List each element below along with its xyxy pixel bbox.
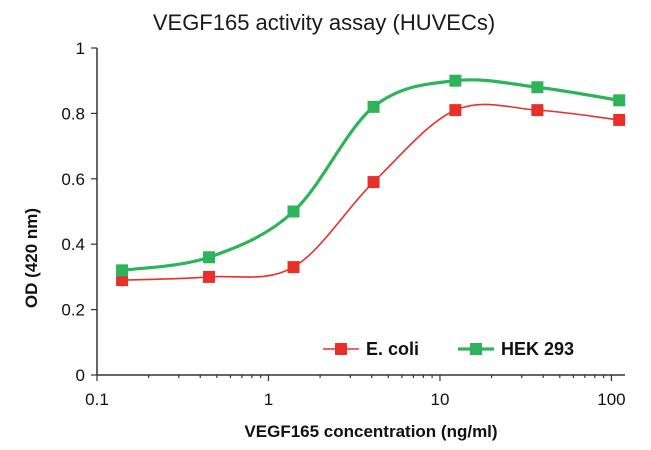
series-e-coli <box>116 103 626 287</box>
y-tick-label: 0.2 <box>61 301 85 320</box>
axes <box>96 48 625 376</box>
y-tick-label: 0 <box>76 366 85 385</box>
legend: E. coli HEK 293 <box>323 339 574 359</box>
data-point-hek-293 <box>203 251 216 264</box>
data-point-e-coli <box>203 270 216 283</box>
x-tick-label: 10 <box>430 390 449 409</box>
y-ticks: 0 0.2 0.4 0.6 0.8 1 <box>61 39 97 385</box>
legend-marker-hek-293 <box>470 343 482 355</box>
data-point-hek-293 <box>116 264 129 277</box>
y-tick-label: 0.6 <box>61 170 85 189</box>
data-point-e-coli <box>531 104 544 117</box>
data-point-hek-293 <box>449 74 462 87</box>
data-point-e-coli <box>449 104 462 117</box>
x-ticks: 0.1 1 10 100 <box>85 375 626 409</box>
chart-title: VEGF165 activity assay (HUVECs) <box>153 10 495 35</box>
data-point-hek-293 <box>287 205 300 218</box>
data-point-e-coli <box>116 274 129 287</box>
legend-label-hek-293: HEK 293 <box>501 339 574 359</box>
data-point-e-coli <box>613 113 626 126</box>
y-tick-label: 1 <box>76 39 85 58</box>
data-point-hek-293 <box>531 81 544 94</box>
series-line-e-coli <box>122 103 620 281</box>
x-tick-label: 0.1 <box>85 390 109 409</box>
legend-label-e-coli: E. coli <box>366 339 419 359</box>
series-hek-293 <box>116 74 626 277</box>
data-point-hek-293 <box>367 100 380 113</box>
x-axis-label: VEGF165 concentration (ng/ml) <box>244 422 497 441</box>
data-point-hek-293 <box>613 94 626 107</box>
data-point-e-coli <box>287 261 300 274</box>
data-point-e-coli <box>367 176 380 189</box>
series-layer <box>116 74 626 287</box>
x-tick-label: 1 <box>264 390 273 409</box>
y-tick-label: 0.4 <box>61 235 85 254</box>
x-tick-label: 100 <box>597 390 625 409</box>
y-axis-label: OD (420 nm) <box>22 208 41 308</box>
y-tick-label: 0.8 <box>61 104 85 123</box>
legend-marker-e-coli <box>335 343 347 355</box>
